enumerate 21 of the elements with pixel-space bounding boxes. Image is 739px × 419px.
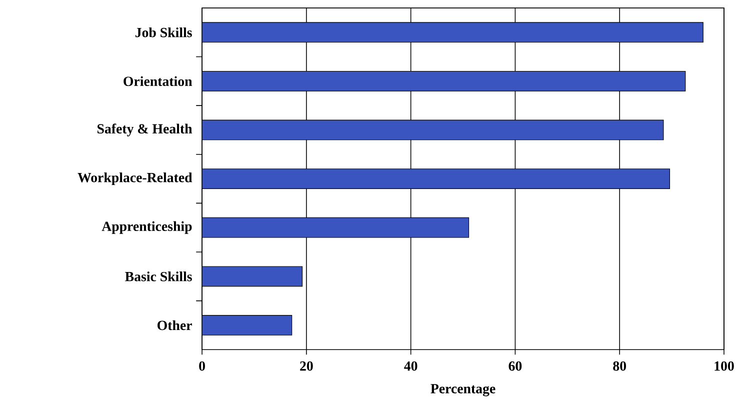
y-tick-label: Orientation (124, 76, 192, 86)
y-tick-label: Safety & Health (98, 124, 192, 136)
x-tick-label: 40 (404, 361, 418, 371)
bar (202, 120, 664, 140)
x-axis-title: Percentage (430, 384, 496, 396)
y-tick-label: Apprenticeship (102, 221, 192, 234)
y-tick-label: Job Skills (135, 27, 192, 38)
y-tick-label: Workplace-Related (78, 172, 192, 186)
y-tick-label: Basic Skills (125, 272, 192, 282)
x-tick-label: 100 (714, 361, 734, 371)
y-tick-label: Other (158, 320, 192, 330)
bar (202, 315, 292, 336)
bar (202, 168, 670, 189)
bar (202, 217, 470, 238)
bar (202, 266, 303, 287)
bar (202, 22, 704, 43)
x-tick-label: 60 (508, 361, 522, 371)
x-tick-label: 80 (613, 361, 626, 371)
x-tick-label: 20 (300, 361, 313, 371)
bar (202, 70, 686, 92)
x-tick-label: 0 (199, 361, 205, 371)
